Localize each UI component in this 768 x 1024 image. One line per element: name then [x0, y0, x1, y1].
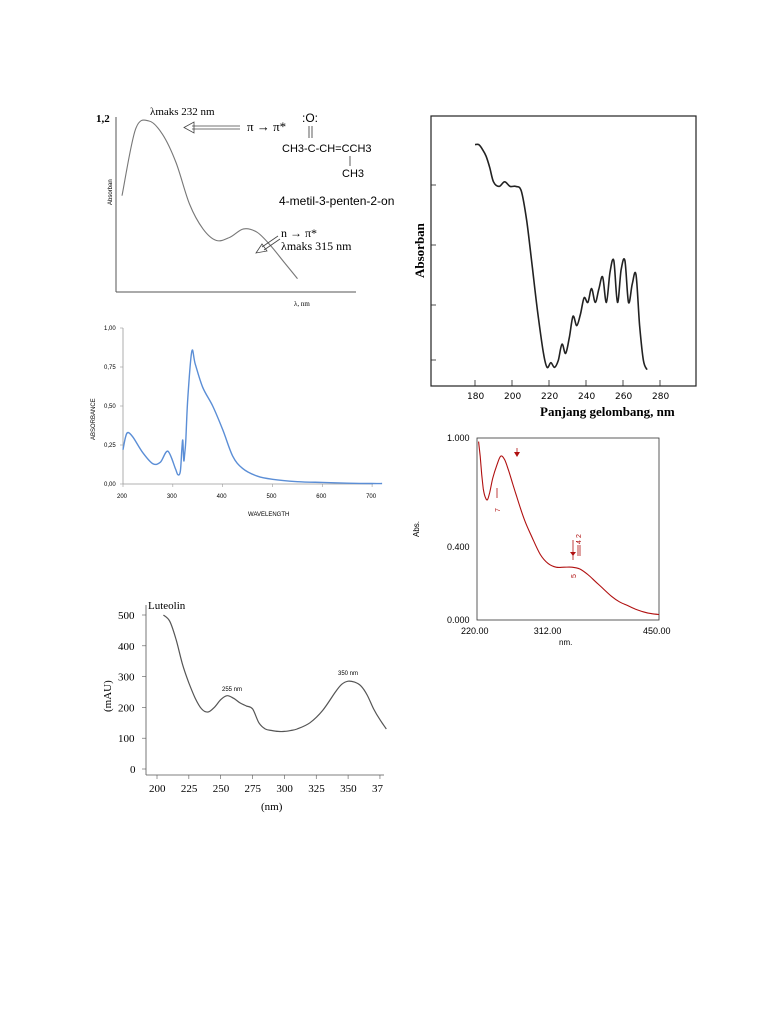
gel-x-tick-label: 220	[541, 392, 558, 402]
abs-red-chart: 220.00 312.00 450.00 0.000 0.400 1.000 Abs. n…	[412, 433, 671, 647]
lut-peak2-label: 350 nm	[338, 671, 358, 677]
red-y-tick-label: 0.000	[447, 615, 470, 625]
lut-x-tick-label: 300	[276, 783, 293, 795]
lut-y-tick-label: 200	[118, 702, 135, 714]
gel-x-label: Panjang gelombang, nm	[540, 404, 675, 419]
lut-y-tick-label: 100	[118, 733, 135, 745]
svg-text:5: 5	[571, 574, 578, 578]
enone-transition2-label: n → π*	[281, 226, 317, 240]
red-x-label: nm.	[559, 638, 572, 647]
enone-structure-o: :O:	[302, 111, 318, 125]
absorbance-chart: 200 300 400 500 600 700 0,00 0,25 0,50 0,75 1,00 A…	[91, 326, 383, 518]
abs-x-tick-label: 600	[316, 494, 327, 500]
abs-y-tick-label: 1,00	[104, 326, 116, 332]
svg-text:7: 7	[495, 508, 502, 512]
lut-y-tick-label: 400	[118, 641, 135, 653]
gel-x-tick-label: 280	[652, 392, 669, 402]
enone-y-label: Absorban	[108, 179, 114, 205]
lut-x-tick-label: 225	[181, 783, 198, 795]
gel-series-line	[474, 143, 648, 371]
abs-x-tick-label: 300	[167, 494, 178, 500]
red-marker-5: 5	[570, 540, 578, 578]
lut-y-tick-label: 0	[130, 764, 136, 776]
lut-x-label: (nm)	[261, 801, 283, 813]
lut-y-tick-label: 300	[118, 672, 135, 684]
abs-y-tick-label: 0,75	[104, 365, 116, 371]
enone-structure-main: CH3-C-CH=CCH3	[282, 143, 372, 155]
enone-transition1-label: π → π*	[247, 119, 286, 134]
enone-series-line	[121, 119, 298, 280]
lut-x-tick-label: 250	[213, 783, 230, 795]
red-y-label: Abs.	[412, 521, 421, 537]
lut-title: Luteolin	[148, 600, 186, 612]
enone-x-label: λ, nm	[294, 300, 310, 308]
abs-series-line	[122, 349, 383, 485]
red-y-tick-label: 0.400	[447, 542, 470, 552]
svg-text:4: 4	[576, 540, 583, 544]
enone-arrow-left	[183, 121, 240, 134]
red-y-tick-label: 1.000	[447, 433, 470, 443]
lut-y-tick-label: 500	[118, 610, 135, 622]
lut-x-tick-label: 37	[372, 783, 384, 795]
red-x-tick-label: 220.00	[461, 626, 489, 636]
abs-x-label: WAVELENGTH	[248, 512, 289, 518]
svg-text:2: 2	[576, 534, 583, 538]
gel-x-tick-label: 260	[615, 392, 632, 402]
enone-chart: 1,2 Absorban λ, nm λmaks 232 nm π → π* :…	[96, 106, 394, 308]
enone-peak2-annotation: λmaks 315 nm	[281, 239, 352, 253]
lut-x-tick-label: 275	[245, 783, 262, 795]
red-marker-7: 7	[495, 488, 502, 512]
lut-series-line	[162, 614, 387, 733]
red-x-tick-label: 312.00	[534, 626, 562, 636]
red-x-tick-label: 450.00	[643, 626, 671, 636]
enone-arrow-diag	[255, 235, 281, 254]
lut-peak1-label: 255 nm	[222, 687, 242, 693]
abs-x-tick-label: 200	[117, 494, 128, 500]
gel-x-tick-label: 200	[504, 392, 521, 402]
gel-x-tick-label: 180	[467, 392, 484, 402]
red-frame	[476, 437, 660, 621]
gelombang-chart: 180 200 220 240 260 280 Absorban Panjang gelo…	[412, 115, 697, 419]
luteolin-chart: 200 225 250 275 300 325 350 370100200300400500 …	[102, 600, 387, 813]
abs-x-tick-label: 500	[266, 494, 277, 500]
abs-y-tick-label: 0,50	[104, 404, 116, 410]
gel-frame	[430, 115, 697, 387]
enone-peak1-annotation: λmaks 232 nm	[150, 106, 215, 118]
lut-x-tick-label: 350	[340, 783, 357, 795]
lut-x-tick-label: 200	[149, 783, 166, 795]
enone-y-tick-label: 1,2	[96, 113, 110, 125]
lut-x-tick-label: 325	[308, 783, 325, 795]
abs-y-tick-label: 0,25	[104, 443, 116, 449]
enone-structure-sub: CH3	[342, 168, 364, 180]
abs-x-tick-label: 700	[366, 494, 377, 500]
red-marker-peak	[514, 448, 520, 457]
gel-y-label: Absorban	[412, 222, 427, 278]
abs-x-tick-label: 400	[217, 494, 228, 500]
lut-y-label: (mAU)	[102, 680, 114, 712]
abs-y-tick-label: 0,00	[104, 482, 116, 488]
red-series-line	[478, 441, 660, 616]
enone-compound-name: 4-metil-3-penten-2-on	[279, 194, 394, 208]
abs-y-label: ABSORBANCE	[91, 398, 97, 440]
gel-x-tick-label: 240	[578, 392, 595, 402]
red-marker-4-2: 4 2	[576, 534, 583, 556]
